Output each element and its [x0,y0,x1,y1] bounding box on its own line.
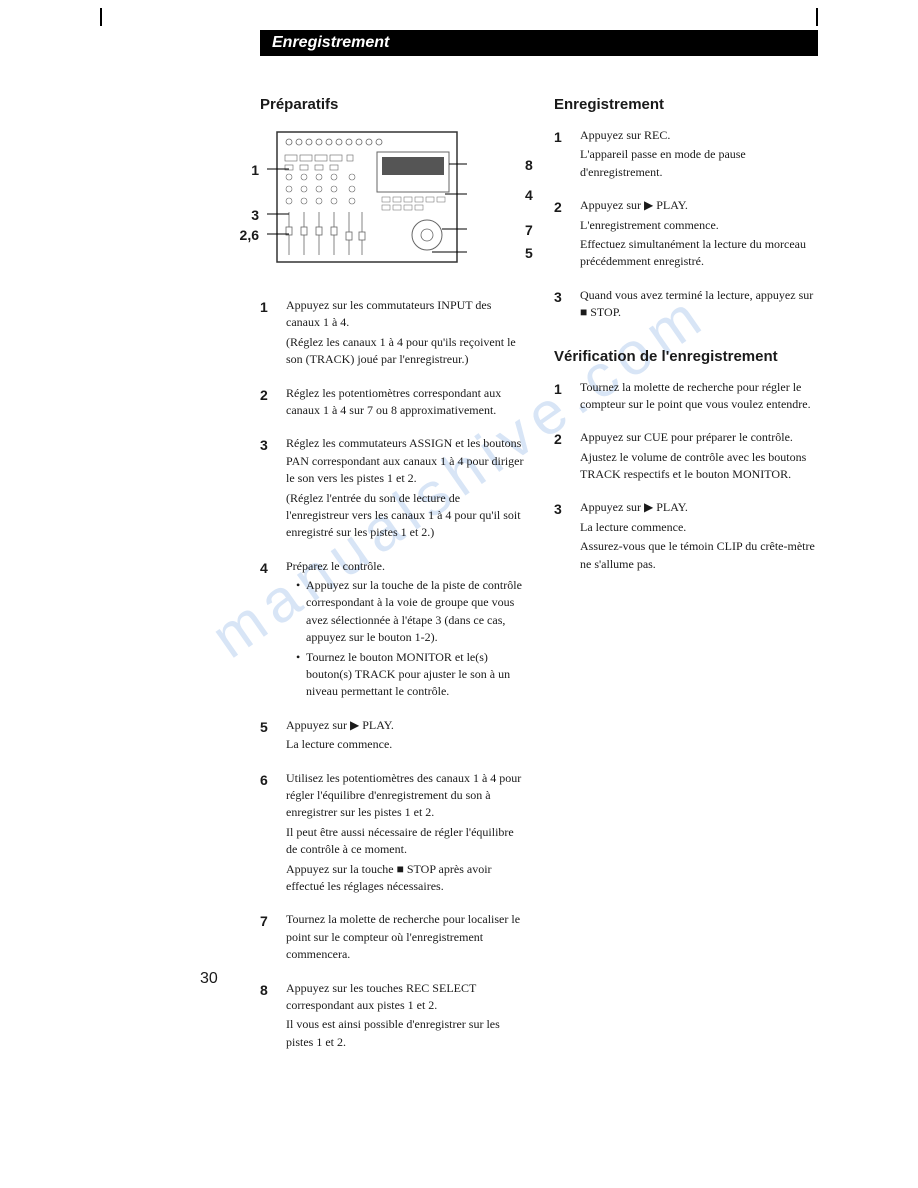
callout-7: 7 [525,222,555,238]
step-body: Appuyez sur les commutateurs INPUT des c… [286,297,524,371]
step: 2 Réglez les potentiomètres correspondant… [260,385,524,422]
step-text: Ajustez le volume de contrôle avec les b… [580,449,818,484]
bullet-item: Tournez le bouton MONITOR et le(s) bouto… [296,649,524,701]
callout-8: 8 [525,157,555,173]
right-sections: Enregistrement 1 Appuyez sur REC. L'apparei… [554,96,818,575]
step-number: 2 [554,429,570,485]
device-svg [267,127,467,267]
step-body: Tournez la molette de recherche pour rég… [580,379,818,416]
step: 7Tournez la molette de recherche pour lo… [260,911,524,965]
step-text: La lecture commence. [286,736,524,753]
step-text: Tournez la molette de recherche pour rég… [580,379,818,414]
step-body: Utilisez les potentiomètres des canaux 1… [286,770,524,898]
step-number: 8 [260,980,276,1054]
callout-5: 5 [525,245,555,261]
step: 1 Tournez la molette de recherche pour ré… [554,379,818,416]
step-number: 6 [260,770,276,898]
step-number: 3 [260,435,276,543]
step-text: Appuyez sur les touches REC SELECT corre… [286,980,524,1015]
step: 4 Préparez le contrôle. Appuyez sur la tou… [260,558,524,703]
preparatifs-steps: 1 Appuyez sur les commutateurs INPUT des … [260,297,524,1053]
step-text: (Réglez les canaux 1 à 4 pour qu'ils reç… [286,334,524,369]
step-body: Appuyez sur ▶ PLAY. L'enregistrement comm… [580,197,818,273]
step-text: Appuyez sur ▶ PLAY. [286,717,524,734]
step-text: La lecture commence. [580,519,818,536]
step: 5 Appuyez sur ▶ PLAY. La lecture commence. [260,717,524,756]
step-body: Appuyez sur CUE pour préparer le contrôl… [580,429,818,485]
step: 3 Quand vous avez terminé la lecture, app… [554,287,818,324]
step-number: 1 [554,127,570,183]
step-text: Réglez les potentiomètres correspondant … [286,385,524,420]
step-text: Utilisez les potentiomètres des canaux 1… [286,770,524,822]
step-body: Réglez les commutateurs ASSIGN et les bo… [286,435,524,543]
step-text: Préparez le contrôle. [286,558,524,575]
columns-container: Préparatifs 1 3 2,6 8 4 7 5 [260,96,818,1067]
callout-4: 4 [525,187,555,203]
step-number: 2 [260,385,276,422]
step-body: Appuyez sur ▶ PLAY. La lecture commence. [286,717,524,756]
step-text: Tournez la molette de recherche pour loc… [286,911,524,963]
step: 8 Appuyez sur les touches REC SELECT corr… [260,980,524,1054]
step-body: Réglez les potentiomètres correspondant … [286,385,524,422]
step-text: Appuyez sur la touche ■ STOP après avoir… [286,861,524,896]
step-number: 3 [554,287,570,324]
page-number: 30 [200,970,218,988]
bullet-item: Appuyez sur la touche de la piste de con… [296,577,524,647]
right-column: Enregistrement 1 Appuyez sur REC. L'apparei… [554,96,818,1067]
left-column: Préparatifs 1 3 2,6 8 4 7 5 [260,96,524,1067]
section-heading: Vérification de l'enregistrement [554,348,818,365]
step-text: Assurez-vous que le témoin CLIP du crête… [580,538,818,573]
step-body: Appuyez sur REC. L'appareil passe en mode… [580,127,818,183]
step-text: L'enregistrement commence. [580,217,818,234]
step-number: 4 [260,558,276,703]
step-number: 7 [260,911,276,965]
step-number: 2 [554,197,570,273]
step: 2 Appuyez sur CUE pour préparer le contrô… [554,429,818,485]
section-heading: Enregistrement [554,96,818,113]
step-number: 1 [260,297,276,371]
bullet-list: Appuyez sur la touche de la piste de con… [286,577,524,701]
step-text: Il vous est ainsi possible d'enregistrer… [286,1016,524,1051]
step-text: L'appareil passe en mode de pause d'enre… [580,146,818,181]
preparatifs-heading: Préparatifs [260,96,524,113]
section-header-title: Enregistrement [272,34,389,51]
step-number: 5 [260,717,276,756]
step-body: Appuyez sur ▶ PLAY. La lecture commence. A… [580,499,818,575]
callout-3: 3 [229,207,259,223]
section-header: Enregistrement [260,30,818,56]
step-text: Réglez les commutateurs ASSIGN et les bo… [286,435,524,487]
step-number: 3 [554,499,570,575]
step: 1 Appuyez sur les commutateurs INPUT des … [260,297,524,371]
step-body: Tournez la molette de recherche pour loc… [286,911,524,965]
step-text: Appuyez sur ▶ PLAY. [580,499,818,516]
step: 3 Appuyez sur ▶ PLAY. La lecture commence.… [554,499,818,575]
step-text: (Réglez l'entrée du son de lecture de l'… [286,490,524,542]
callout-1: 1 [229,162,259,178]
step-number: 1 [554,379,570,416]
page-content: Enregistrement Préparatifs 1 3 2,6 8 4 7… [0,0,918,1107]
step-body: Appuyez sur les touches REC SELECT corre… [286,980,524,1054]
step: 6Utilisez les potentiomètres des canaux … [260,770,524,898]
step-body: Préparez le contrôle. Appuyez sur la touc… [286,558,524,703]
callout-2-6: 2,6 [229,227,259,243]
device-diagram: 1 3 2,6 8 4 7 5 [267,127,517,267]
step-text: Appuyez sur ▶ PLAY. [580,197,818,214]
step-text: Il peut être aussi nécessaire de régler … [286,824,524,859]
step-text: Effectuez simultanément la lecture du mo… [580,236,818,271]
step: 2 Appuyez sur ▶ PLAY. L'enregistrement com… [554,197,818,273]
step-body: Quand vous avez terminé la lecture, appu… [580,287,818,324]
step-text: Quand vous avez terminé la lecture, appu… [580,287,818,322]
step: 3Réglez les commutateurs ASSIGN et les b… [260,435,524,543]
step-text: Appuyez sur CUE pour préparer le contrôl… [580,429,818,446]
step: 1 Appuyez sur REC. L'appareil passe en mod… [554,127,818,183]
step-text: Appuyez sur REC. [580,127,818,144]
step-text: Appuyez sur les commutateurs INPUT des c… [286,297,524,332]
